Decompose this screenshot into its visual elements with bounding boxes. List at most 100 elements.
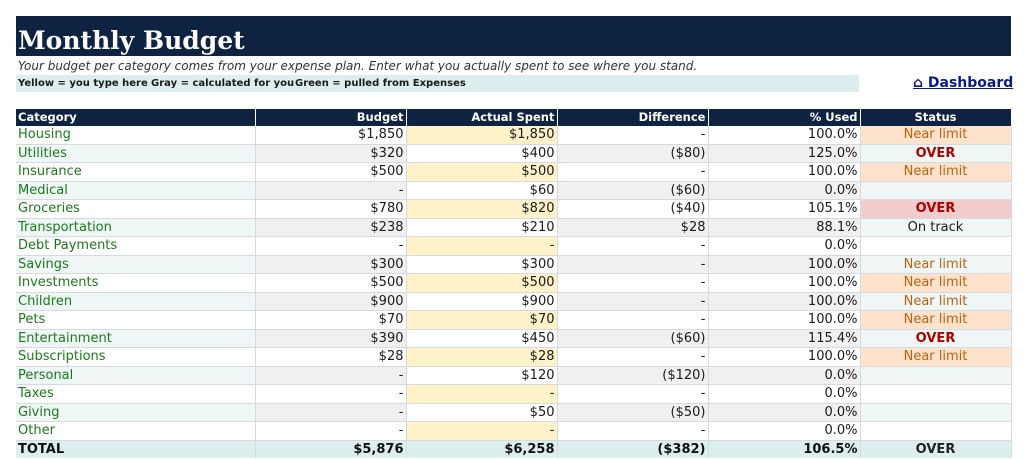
budget-cell[interactable]: -: [255, 403, 407, 422]
category-cell[interactable]: Subscriptions: [16, 347, 256, 367]
difference-cell[interactable]: -: [557, 162, 709, 182]
difference-cell[interactable]: ($120): [557, 366, 709, 385]
column-header-category[interactable]: Category: [16, 109, 256, 126]
budget-cell[interactable]: -: [255, 236, 407, 256]
status-cell[interactable]: [860, 403, 1012, 422]
status-cell[interactable]: OVER: [860, 144, 1012, 163]
status-cell[interactable]: Near limit: [860, 292, 1012, 311]
difference-cell[interactable]: ($60): [557, 329, 709, 348]
status-cell[interactable]: OVER: [860, 329, 1012, 348]
status-cell[interactable]: [860, 384, 1012, 404]
actual-spent-input-cell[interactable]: -: [406, 384, 558, 404]
pct-used-cell[interactable]: 0.0%: [708, 181, 861, 200]
pct-used-cell[interactable]: 100.0%: [708, 255, 861, 274]
difference-cell[interactable]: ($50): [557, 403, 709, 422]
actual-spent-input-cell[interactable]: $60: [406, 181, 558, 200]
status-cell[interactable]: On track: [860, 218, 1012, 237]
category-cell[interactable]: Medical: [16, 181, 256, 200]
pct-used-cell[interactable]: 0.0%: [708, 366, 861, 385]
column-header-budget[interactable]: Budget: [255, 109, 407, 126]
pct-used-cell[interactable]: 0.0%: [708, 403, 861, 422]
status-cell[interactable]: [860, 236, 1012, 256]
budget-cell[interactable]: -: [255, 384, 407, 404]
budget-cell[interactable]: $300: [255, 255, 407, 274]
pct-used-cell[interactable]: 0.0%: [708, 421, 861, 441]
total-pct-used[interactable]: 106.5%: [708, 440, 861, 458]
status-cell[interactable]: Near limit: [860, 162, 1012, 182]
actual-spent-input-cell[interactable]: $1,850: [406, 126, 558, 145]
category-cell[interactable]: Housing: [16, 126, 256, 145]
difference-cell[interactable]: -: [557, 126, 709, 145]
pct-used-cell[interactable]: 100.0%: [708, 273, 861, 293]
category-cell[interactable]: Giving: [16, 403, 256, 422]
budget-cell[interactable]: $390: [255, 329, 407, 348]
budget-cell[interactable]: -: [255, 181, 407, 200]
budget-cell[interactable]: $238: [255, 218, 407, 237]
budget-cell[interactable]: $320: [255, 144, 407, 163]
status-cell[interactable]: Near limit: [860, 126, 1012, 145]
difference-cell[interactable]: -: [557, 347, 709, 367]
status-cell[interactable]: Near limit: [860, 310, 1012, 330]
status-cell[interactable]: Near limit: [860, 273, 1012, 293]
dashboard-link[interactable]: ⌂ Dashboard: [913, 75, 1014, 91]
pct-used-cell[interactable]: 0.0%: [708, 384, 861, 404]
actual-spent-input-cell[interactable]: $50: [406, 403, 558, 422]
status-cell[interactable]: Near limit: [860, 255, 1012, 274]
difference-cell[interactable]: -: [557, 273, 709, 293]
actual-spent-input-cell[interactable]: $120: [406, 366, 558, 385]
status-cell[interactable]: OVER: [860, 199, 1012, 219]
budget-cell[interactable]: $900: [255, 292, 407, 311]
pct-used-cell[interactable]: 115.4%: [708, 329, 861, 348]
pct-used-cell[interactable]: 100.0%: [708, 310, 861, 330]
budget-cell[interactable]: $1,850: [255, 126, 407, 145]
actual-spent-input-cell[interactable]: $450: [406, 329, 558, 348]
column-header-actual[interactable]: Actual Spent: [406, 109, 558, 126]
total-difference[interactable]: ($382): [557, 440, 709, 458]
category-cell[interactable]: Debt Payments: [16, 236, 256, 256]
actual-spent-input-cell[interactable]: $820: [406, 199, 558, 219]
difference-cell[interactable]: ($40): [557, 199, 709, 219]
actual-spent-input-cell[interactable]: -: [406, 236, 558, 256]
category-cell[interactable]: Pets: [16, 310, 256, 330]
difference-cell[interactable]: ($80): [557, 144, 709, 163]
category-cell[interactable]: Utilities: [16, 144, 256, 163]
difference-cell[interactable]: $28: [557, 218, 709, 237]
difference-cell[interactable]: -: [557, 310, 709, 330]
category-cell[interactable]: Children: [16, 292, 256, 311]
actual-spent-input-cell[interactable]: $28: [406, 347, 558, 367]
budget-cell[interactable]: -: [255, 366, 407, 385]
status-cell[interactable]: [860, 366, 1012, 385]
category-cell[interactable]: Insurance: [16, 162, 256, 182]
category-cell[interactable]: Groceries: [16, 199, 256, 219]
pct-used-cell[interactable]: 100.0%: [708, 292, 861, 311]
total-actual[interactable]: $6,258: [406, 440, 558, 458]
actual-spent-input-cell[interactable]: $500: [406, 273, 558, 293]
difference-cell[interactable]: -: [557, 292, 709, 311]
total-label[interactable]: TOTAL: [16, 440, 256, 458]
pct-used-cell[interactable]: 0.0%: [708, 236, 861, 256]
category-cell[interactable]: Transportation: [16, 218, 256, 237]
budget-cell[interactable]: -: [255, 421, 407, 441]
pct-used-cell[interactable]: 105.1%: [708, 199, 861, 219]
pct-used-cell[interactable]: 125.0%: [708, 144, 861, 163]
actual-spent-input-cell[interactable]: $500: [406, 162, 558, 182]
actual-spent-input-cell[interactable]: $300: [406, 255, 558, 274]
category-cell[interactable]: Savings: [16, 255, 256, 274]
actual-spent-input-cell[interactable]: $210: [406, 218, 558, 237]
category-cell[interactable]: Personal: [16, 366, 256, 385]
actual-spent-input-cell[interactable]: $70: [406, 310, 558, 330]
difference-cell[interactable]: ($60): [557, 181, 709, 200]
budget-cell[interactable]: $70: [255, 310, 407, 330]
difference-cell[interactable]: -: [557, 384, 709, 404]
status-cell[interactable]: [860, 421, 1012, 441]
budget-cell[interactable]: $500: [255, 162, 407, 182]
actual-spent-input-cell[interactable]: $400: [406, 144, 558, 163]
category-cell[interactable]: Other: [16, 421, 256, 441]
difference-cell[interactable]: -: [557, 421, 709, 441]
pct-used-cell[interactable]: 100.0%: [708, 162, 861, 182]
pct-used-cell[interactable]: 88.1%: [708, 218, 861, 237]
actual-spent-input-cell[interactable]: -: [406, 421, 558, 441]
column-header-difference[interactable]: Difference: [557, 109, 709, 126]
total-status[interactable]: OVER: [860, 440, 1012, 458]
column-header-status[interactable]: Status: [860, 109, 1012, 126]
